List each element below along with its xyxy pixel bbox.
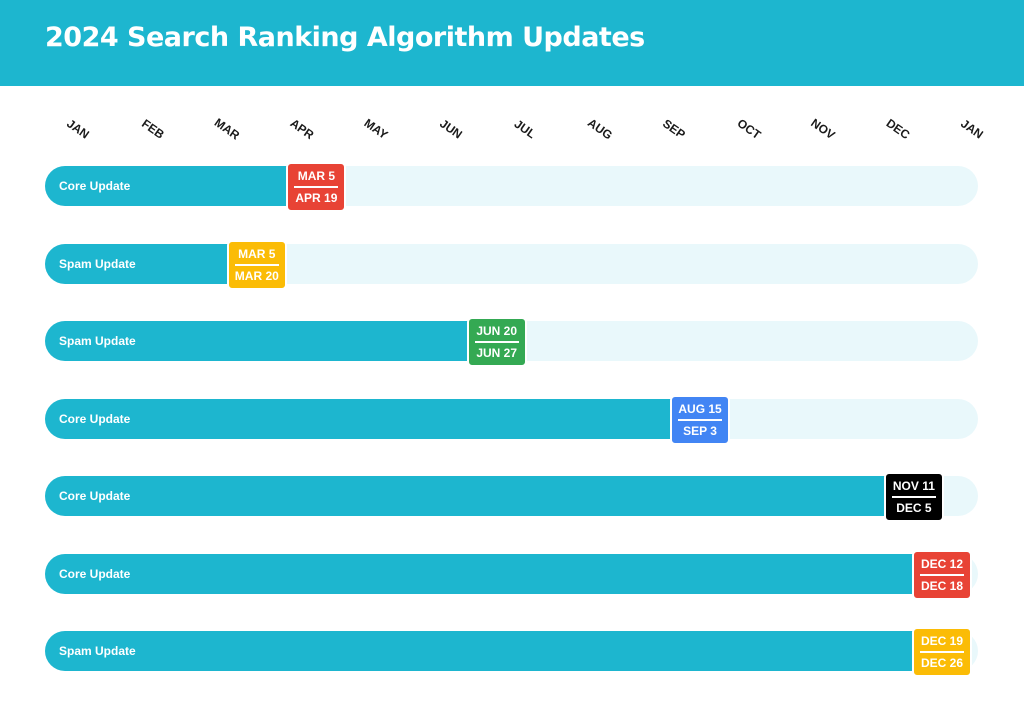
month-tick-label: JUL (511, 116, 539, 142)
update-name-label: Core Update (59, 412, 131, 426)
end-date-label: DEC 26 (920, 656, 964, 670)
month-tick-label: JAN (64, 116, 92, 142)
update-name-label: Core Update (59, 489, 131, 503)
month-tick-label: APR (287, 115, 316, 143)
date-divider (920, 574, 964, 576)
month-tick-label: MAY (361, 115, 391, 143)
date-range-badge: NOV 11 DEC 5 (883, 472, 944, 522)
date-range-badge: AUG 15 SEP 3 (670, 395, 731, 445)
timeline-bar (45, 631, 916, 671)
header-bar: 2024 Search Ranking Algorithm Updates (0, 0, 1024, 86)
date-range-badge: DEC 12 DEC 18 (912, 550, 972, 600)
end-date-label: MAR 20 (234, 269, 279, 283)
month-tick-label: JUN (436, 116, 465, 142)
start-date-label: NOV 11 (892, 479, 935, 493)
date-range-badge: MAR 5 APR 19 (286, 162, 347, 212)
month-tick-label: SEP (660, 116, 688, 142)
end-date-label: SEP 3 (683, 424, 717, 438)
date-divider (920, 651, 964, 653)
date-range-badge: DEC 19 DEC 26 (912, 627, 972, 677)
page-title: 2024 Search Ranking Algorithm Updates (45, 22, 645, 53)
date-divider (294, 186, 339, 188)
start-date-label: AUG 15 (678, 402, 722, 416)
update-name-label: Core Update (59, 567, 131, 581)
date-range-badge: JUN 20 JUN 27 (466, 317, 527, 367)
start-date-label: MAR 5 (297, 169, 336, 183)
timeline-bar (45, 476, 888, 516)
update-name-label: Core Update (59, 179, 131, 193)
update-name-label: Spam Update (59, 644, 136, 658)
end-date-label: DEC 5 (896, 501, 932, 515)
month-tick-label: FEB (138, 116, 167, 142)
end-date-label: APR 19 (295, 191, 338, 205)
month-tick-label: MAR (211, 115, 243, 143)
timeline-bar (45, 166, 291, 206)
timeline-bar (45, 554, 916, 594)
end-date-label: DEC 18 (920, 579, 964, 593)
month-tick-label: AUG (584, 115, 615, 143)
update-name-label: Spam Update (59, 257, 136, 271)
start-date-label: DEC 12 (920, 557, 964, 571)
month-tick-label: DEC (883, 115, 912, 143)
start-date-label: DEC 19 (920, 634, 964, 648)
month-tick-label: JAN (958, 116, 986, 142)
date-range-badge: MAR 5 MAR 20 (226, 240, 287, 290)
timeline-bar (45, 244, 231, 284)
timeline-bar (45, 321, 471, 361)
update-name-label: Spam Update (59, 334, 136, 348)
date-divider (234, 264, 279, 266)
month-tick-label: NOV (808, 115, 838, 143)
start-date-label: MAR 5 (238, 247, 276, 261)
date-divider (678, 419, 723, 421)
start-date-label: JUN 20 (476, 324, 518, 338)
date-divider (891, 496, 936, 498)
timeline-bar (45, 399, 675, 439)
date-divider (474, 341, 519, 343)
end-date-label: JUN 27 (476, 346, 518, 360)
month-tick-label: OCT (734, 115, 763, 143)
